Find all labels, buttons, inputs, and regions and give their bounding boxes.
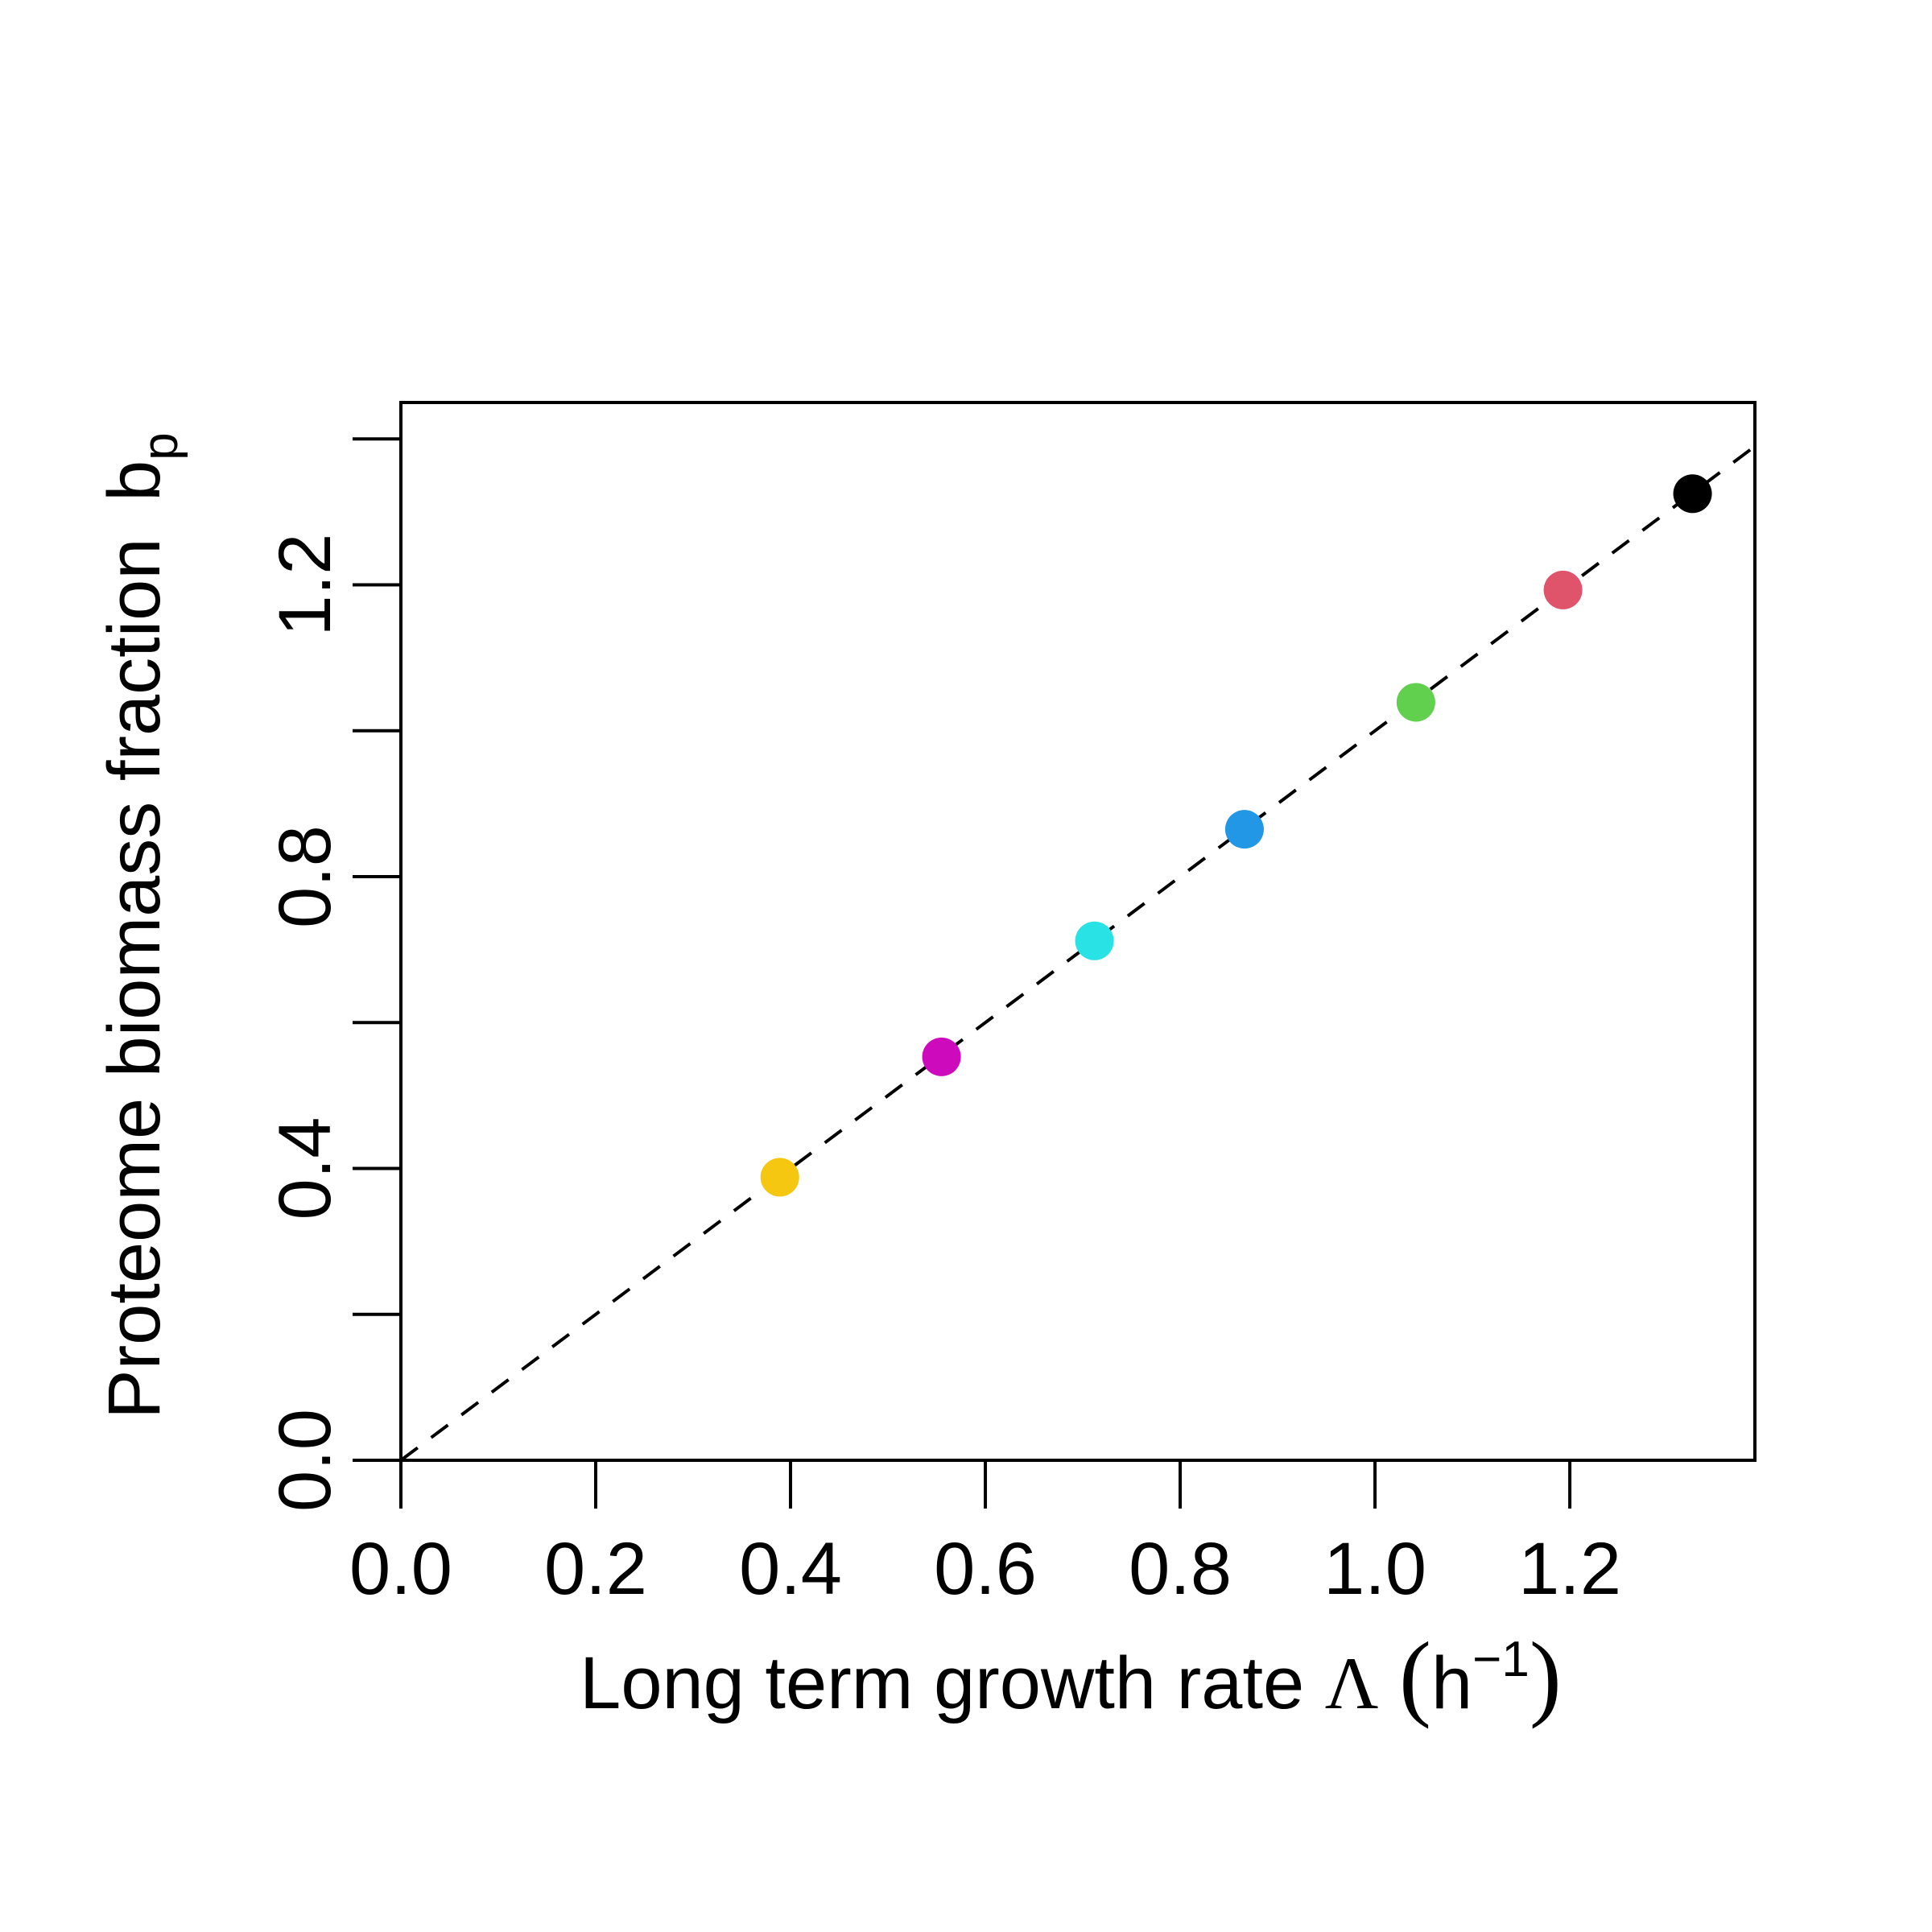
x-axis-label-unit-exponent: −1 (1472, 1632, 1530, 1687)
y-axis-label-main: Proteome biomass fraction (93, 538, 175, 1418)
plot-frame (399, 401, 1757, 1462)
data-point (1673, 474, 1712, 514)
y-axis-label: Proteome biomass fraction bp (93, 432, 188, 1418)
reference-line (399, 444, 1757, 1462)
y-axis-label-symbol: b (93, 460, 175, 502)
x-tick-label: 0.8 (1129, 1528, 1232, 1610)
x-tick-label: 1.2 (1518, 1528, 1621, 1610)
x-tick-label: 0.0 (349, 1528, 452, 1610)
x-axis-label-symbol: Λ (1325, 1642, 1379, 1724)
y-tick-label: 0.0 (264, 1409, 346, 1512)
x-axis-label-unit: h (1431, 1642, 1472, 1724)
x-tick-label: 1.0 (1323, 1528, 1426, 1610)
x-tick-label: 0.2 (544, 1528, 647, 1610)
x-axis-label-paren-open: ( (1399, 1622, 1431, 1729)
x-axis-label: Long term growth rate Λ (h−1) (580, 1622, 1562, 1729)
data-points (760, 474, 1712, 1197)
x-tick-label: 0.6 (934, 1528, 1037, 1610)
data-point (760, 1158, 799, 1197)
plot-area (399, 401, 1757, 1462)
x-axis-label-paren-close: ) (1530, 1622, 1562, 1729)
y-axis-label-subscript: p (133, 432, 188, 460)
y-axis: 0.0 0.4 0.8 1.2 (264, 437, 401, 1512)
x-tick-label: 0.4 (739, 1528, 842, 1610)
x-axis: 0.0 0.2 0.4 0.6 0.8 1.0 1.2 (349, 1460, 1621, 1610)
y-tick-label: 1.2 (264, 534, 346, 637)
data-point (922, 1037, 961, 1076)
data-point (1396, 683, 1435, 722)
data-point (1224, 810, 1264, 849)
y-tick-label: 0.8 (264, 825, 346, 928)
y-tick-label: 0.4 (264, 1117, 346, 1220)
data-point (1543, 570, 1583, 609)
x-axis-label-main: Long term growth rate (580, 1642, 1304, 1724)
data-point (1075, 921, 1114, 960)
